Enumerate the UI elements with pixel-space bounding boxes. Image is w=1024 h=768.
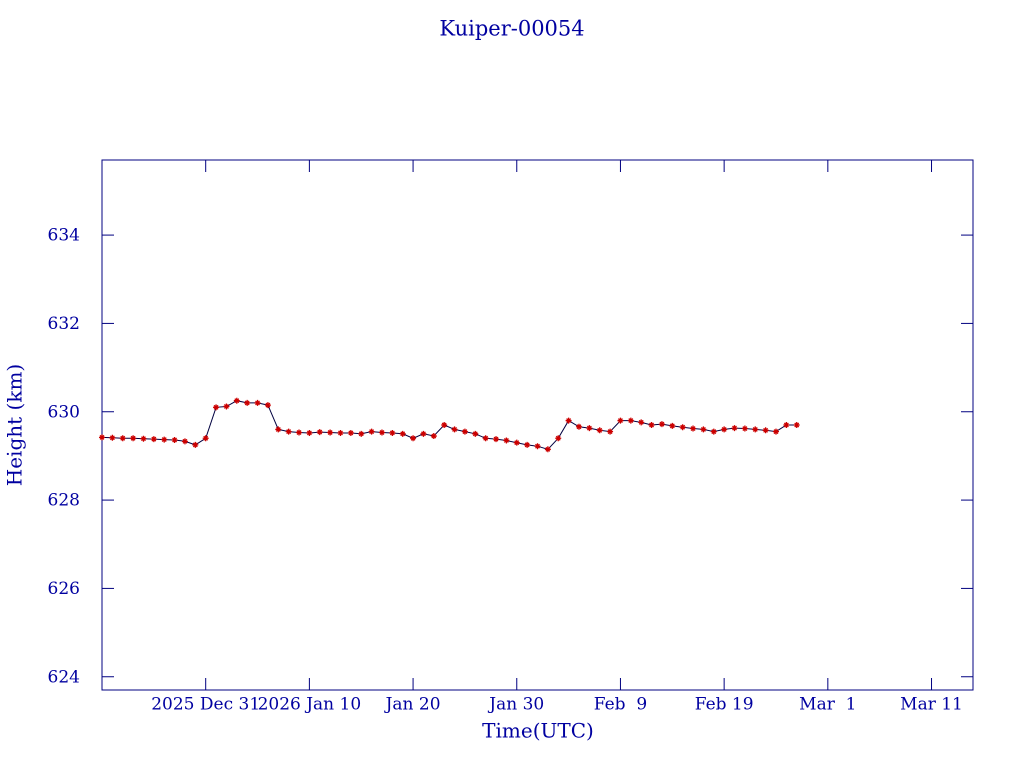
data-point	[586, 425, 593, 432]
data-point	[389, 429, 396, 436]
data-point	[762, 427, 769, 434]
data-point	[441, 422, 448, 428]
chart-title: Kuiper-00054	[439, 17, 584, 41]
data-point	[150, 436, 157, 443]
data-point	[233, 397, 240, 404]
data-point	[420, 430, 427, 437]
data-point	[721, 426, 728, 433]
data-point	[109, 434, 116, 441]
data-point	[316, 429, 323, 436]
data-point	[264, 402, 271, 409]
data-point	[607, 428, 614, 435]
data-point	[327, 429, 334, 436]
data-point	[140, 435, 147, 442]
data-point	[627, 417, 634, 424]
y-tick-label: 628	[48, 491, 80, 511]
data-point	[741, 425, 748, 432]
data-point	[638, 419, 645, 426]
data-point	[669, 422, 676, 429]
data-point	[783, 422, 790, 428]
x-tick-label: Jan 30	[487, 695, 544, 715]
data-point	[731, 425, 738, 432]
data-point	[130, 435, 137, 442]
data-point	[793, 422, 800, 428]
y-tick-label: 630	[48, 402, 80, 422]
y-tick-label: 626	[48, 579, 80, 599]
data-point	[648, 422, 655, 428]
x-tick-label: Jan 20	[384, 695, 441, 715]
data-point	[565, 417, 572, 424]
data-point	[181, 438, 188, 445]
data-point	[368, 428, 375, 435]
x-axis-label: Time(UTC)	[482, 719, 594, 743]
x-tick-label: 2026 Jan 10	[258, 695, 362, 715]
data-point	[575, 423, 582, 430]
y-tick-label: 634	[48, 226, 80, 246]
data-point	[161, 436, 168, 443]
data-point	[617, 417, 624, 424]
x-tick-label: Feb 19	[695, 695, 754, 715]
data-point	[513, 439, 520, 446]
data-point	[752, 426, 759, 433]
data-point	[223, 403, 230, 410]
data-point	[347, 429, 354, 436]
data-point	[493, 436, 500, 443]
data-point	[596, 427, 603, 434]
data-point	[461, 428, 468, 435]
data-point	[285, 428, 292, 435]
y-tick-label: 624	[48, 667, 80, 687]
data-point	[544, 446, 551, 453]
data-point	[202, 435, 209, 442]
data-point	[690, 425, 697, 432]
data-point	[306, 429, 313, 436]
plot-frame	[101, 159, 974, 691]
data-point	[358, 430, 365, 437]
data-point	[378, 429, 385, 436]
data-point	[171, 437, 178, 444]
series-line	[101, 400, 797, 450]
data-point	[679, 424, 686, 431]
data-point	[710, 428, 717, 435]
x-tick-label: Mar 1	[799, 695, 856, 715]
data-point	[472, 430, 479, 437]
x-tick-label: Mar 11	[900, 695, 963, 715]
data-point	[658, 421, 665, 428]
data-point	[524, 441, 531, 448]
data-point	[410, 435, 417, 442]
data-point	[296, 429, 303, 436]
data-point	[534, 443, 541, 450]
data-point	[430, 433, 437, 440]
data-point	[244, 399, 251, 406]
data-point	[451, 426, 458, 433]
data-point	[482, 435, 489, 442]
x-tick-label: 2025 Dec 31	[151, 695, 260, 715]
data-point	[213, 404, 220, 411]
data-point	[772, 428, 779, 435]
data-point	[119, 435, 126, 442]
y-tick-label: 632	[48, 314, 80, 334]
data-point	[254, 399, 261, 406]
y-axis-label: Height (km)	[3, 364, 27, 486]
data-point	[192, 441, 199, 448]
x-tick-label: Feb 9	[594, 695, 647, 715]
data-point	[275, 426, 282, 433]
data-point	[503, 437, 510, 444]
data-point	[700, 426, 707, 433]
data-point	[555, 435, 562, 442]
data-point	[399, 430, 406, 437]
data-point	[99, 434, 105, 441]
data-point	[337, 429, 344, 436]
